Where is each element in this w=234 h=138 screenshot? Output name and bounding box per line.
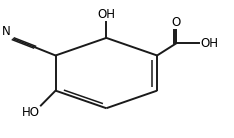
Text: N: N: [2, 25, 11, 38]
Text: OH: OH: [97, 8, 115, 21]
Text: OH: OH: [200, 37, 218, 50]
Text: HO: HO: [22, 106, 40, 119]
Text: O: O: [172, 16, 181, 29]
